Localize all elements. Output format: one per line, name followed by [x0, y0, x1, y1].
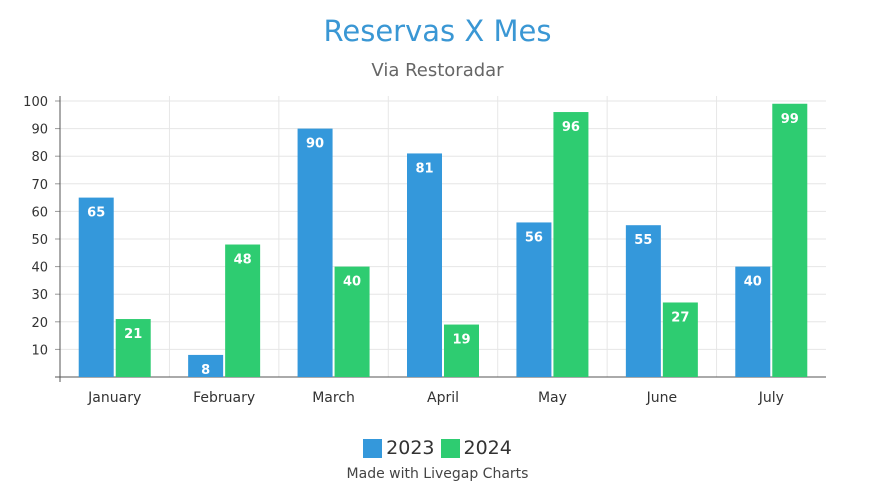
bar-2024-april — [444, 324, 479, 377]
y-tick-label: 50 — [31, 233, 48, 248]
x-tick-label: April — [427, 390, 459, 406]
x-tick-label: February — [193, 390, 255, 406]
y-tick-label: 70 — [31, 178, 48, 193]
bar-2024-july — [772, 103, 808, 377]
x-tick-label: January — [87, 390, 141, 406]
bar-2024-february — [225, 244, 261, 377]
bar-2023-february — [188, 354, 224, 377]
x-tick-label: June — [646, 390, 678, 406]
x-tick-label: March — [312, 390, 355, 406]
chart-legend: 2023 2024 — [0, 437, 875, 459]
bar-2023-june — [625, 225, 661, 377]
y-tick-label: 40 — [31, 261, 48, 276]
bar-2023-march — [297, 128, 333, 377]
bar-2024-january — [115, 319, 151, 377]
data-label: 27 — [671, 310, 689, 325]
y-tick-label: 60 — [31, 205, 48, 220]
data-label: 40 — [744, 275, 762, 290]
y-tick-label: 100 — [23, 95, 48, 110]
chart-credit: Made with Livegap Charts — [346, 466, 529, 482]
y-tick-label: 20 — [31, 316, 48, 331]
bar-2024-june — [662, 302, 698, 377]
chart-title: Reservas X Mes — [323, 14, 552, 48]
legend-swatch-2023 — [363, 438, 383, 458]
x-tick-label: May — [538, 390, 567, 406]
chart-subtitle: Via Restoradar — [371, 60, 504, 81]
bar-2023-january — [78, 197, 114, 377]
x-tick-label: July — [758, 390, 784, 406]
y-tick-label: 80 — [31, 150, 48, 165]
bar-chart: 10 20 30 40 50 60 70 80 90 100 65 21 January 8 48 Febru… — [23, 95, 826, 406]
legend-swatch-2024 — [440, 438, 460, 458]
data-label: 99 — [781, 112, 799, 127]
bar-2024-may — [553, 112, 589, 377]
data-label: 65 — [87, 206, 105, 221]
data-label: 8 — [201, 363, 210, 378]
legend-item-2024[interactable]: 2024 — [440, 437, 512, 459]
y-tick-label: 30 — [31, 288, 48, 303]
data-label: 90 — [306, 137, 324, 152]
data-label: 40 — [343, 275, 361, 290]
data-label: 21 — [124, 327, 142, 342]
bar-2023-may — [516, 222, 552, 377]
data-label: 19 — [452, 333, 470, 348]
y-tick-label: 90 — [31, 123, 48, 138]
bar-2023-july — [735, 266, 771, 377]
legend-item-2023[interactable]: 2023 — [363, 437, 435, 459]
data-label: 55 — [634, 233, 652, 248]
bar-2023-april — [407, 153, 442, 377]
data-label: 48 — [234, 253, 252, 268]
bar-2024-march — [334, 266, 370, 377]
legend-label-2023: 2023 — [386, 437, 435, 459]
data-label: 56 — [525, 230, 543, 245]
data-label: 81 — [415, 161, 433, 176]
legend-label-2024: 2024 — [463, 437, 512, 459]
data-label: 96 — [562, 120, 580, 135]
y-tick-label: 10 — [31, 343, 48, 358]
